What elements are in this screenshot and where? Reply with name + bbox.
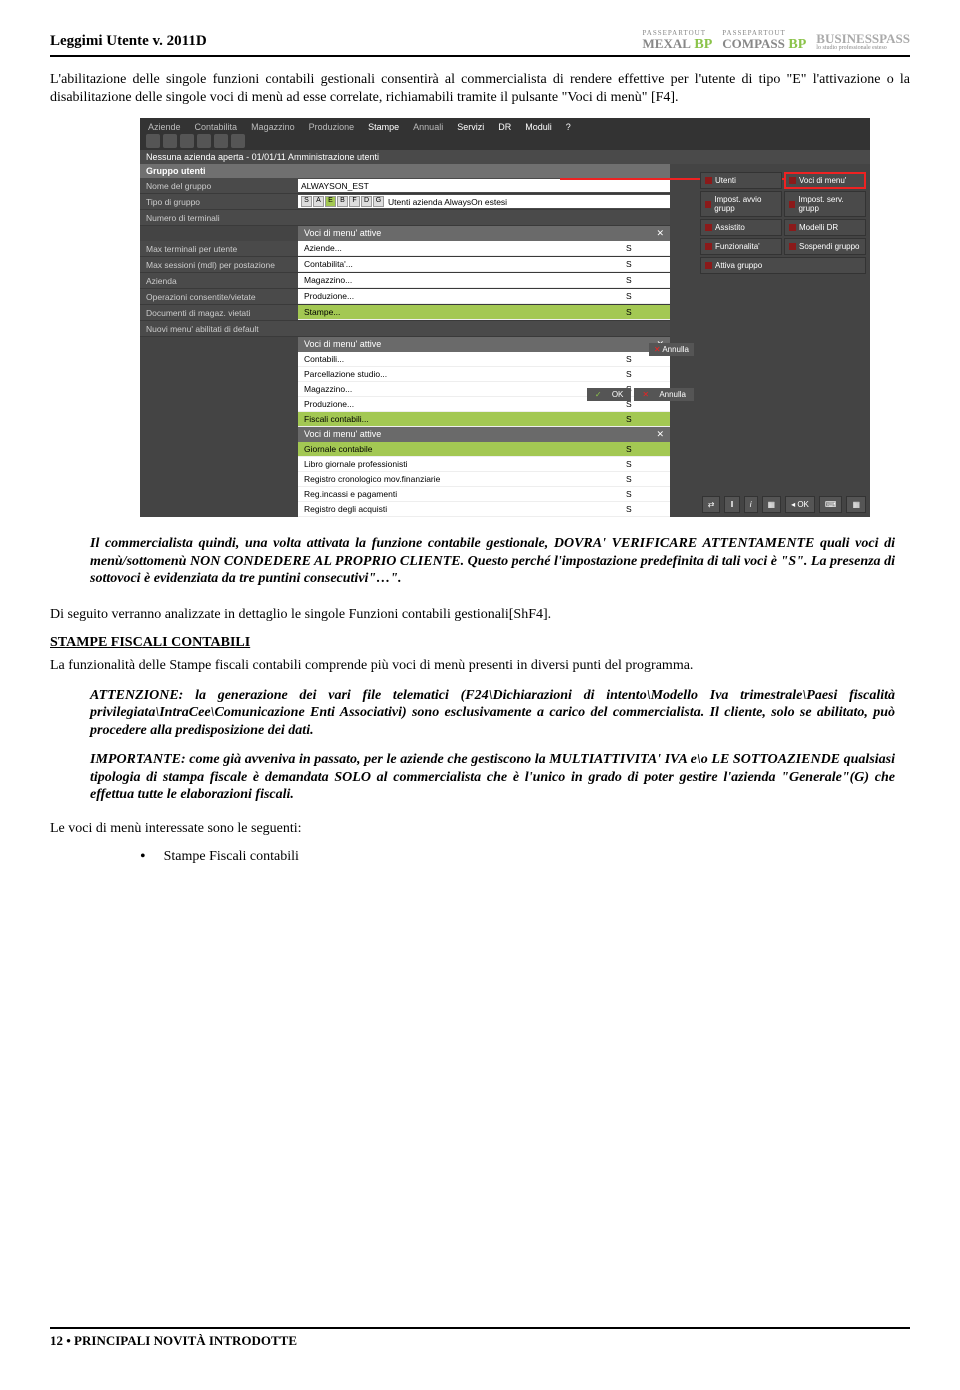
- paragraph-attenzione: ATTENZIONE: la generazione dei vari file…: [90, 687, 895, 740]
- section-title: STAMPE FISCALI CONTABILI: [50, 635, 910, 651]
- field-label: Nome del gruppo: [140, 181, 298, 191]
- ok-button[interactable]: ◂ OK: [785, 496, 815, 513]
- paragraph-list-intro: Le voci di menù interessate sono le segu…: [50, 820, 910, 838]
- field-row: Nuovi menu' abilitati di default: [140, 321, 670, 337]
- grid-icon[interactable]: ▦: [846, 496, 866, 513]
- menu-item-selected[interactable]: Giornale contabileS: [298, 442, 670, 457]
- menu-contabilita[interactable]: Contabilita: [195, 122, 238, 132]
- menu-item[interactable]: Registro cronologico mov.finanziarieS: [298, 472, 670, 487]
- menu-stampe[interactable]: Stampe: [368, 122, 399, 132]
- side-btn-sospendi[interactable]: Sospendi gruppo: [784, 238, 866, 255]
- annulla-button[interactable]: ✕ Annulla: [649, 343, 694, 356]
- status-bar: Nessuna azienda aperta - 01/01/11 Ammini…: [140, 150, 870, 164]
- side-btn-assistito[interactable]: Assistito: [700, 219, 782, 236]
- field-row: Max terminali per utente Aziende...S: [140, 241, 670, 257]
- ok-button[interactable]: ✓ OK: [587, 388, 632, 401]
- bottom-buttons: ⇄ ‖ i ▦ ◂ OK ⌨ ▦: [702, 496, 866, 513]
- field-row: Documenti di magaz. vietati Stampe...S: [140, 305, 670, 321]
- side-btn-attiva[interactable]: Attiva gruppo: [700, 257, 866, 274]
- menu-item[interactable]: Aziende...S: [298, 241, 670, 256]
- logo-compass: PASSEPARTOUT COMPASS BP: [722, 30, 806, 52]
- bullet-text: Stampe Fiscali contabili: [164, 849, 299, 865]
- menu-servizi[interactable]: Servizi: [457, 122, 484, 132]
- toolbar-icon[interactable]: [146, 134, 160, 148]
- close-icon[interactable]: ✕: [656, 429, 664, 440]
- pause-button[interactable]: ‖: [724, 496, 739, 513]
- logo-mexal: PASSEPARTOUT MEXAL BP: [643, 30, 713, 52]
- menu-aziende[interactable]: Aziende: [148, 122, 181, 132]
- menu-dr[interactable]: DR: [498, 122, 511, 132]
- app-window: Aziende Contabilita Magazzino Produzione…: [140, 118, 870, 517]
- logo-businesspass: BUSINESSPASS lo studio professionale est…: [816, 32, 910, 51]
- paragraph-intro: L'abilitazione delle singole funzioni co…: [50, 71, 910, 106]
- type-letters: S A E B F D G: [301, 196, 384, 207]
- nav-button[interactable]: ⇄: [702, 496, 721, 513]
- bullet-icon: •: [140, 849, 146, 865]
- field-row: Operazioni consentite/vietate Produzione…: [140, 289, 670, 305]
- field-value[interactable]: S A E B F D G Utenti azienda AlwaysOn es…: [298, 195, 670, 208]
- toolbar-icon[interactable]: [214, 134, 228, 148]
- header-title: Leggimi Utente v. 2011D: [50, 33, 207, 50]
- menu-moduli[interactable]: Moduli: [525, 122, 552, 132]
- submenu-header: Voci di menu' attive✕: [298, 337, 670, 352]
- field-value[interactable]: ALWAYSON_EST: [298, 179, 670, 192]
- toolbar-icon[interactable]: [180, 134, 194, 148]
- menu-magazzino[interactable]: Magazzino: [251, 122, 295, 132]
- field-row: Nome del gruppo ALWAYSON_EST: [140, 178, 670, 194]
- bullet-item: • Stampe Fiscali contabili: [140, 849, 910, 865]
- menu-item[interactable]: Parcellazione studio...S: [298, 367, 670, 382]
- side-btn-serv[interactable]: Impost. serv. grupp: [784, 191, 866, 217]
- side-btn-modelli[interactable]: Modelli DR: [784, 219, 866, 236]
- menu-item-selected[interactable]: Stampe...S: [298, 305, 670, 320]
- menubar[interactable]: Aziende Contabilita Magazzino Produzione…: [140, 118, 870, 134]
- menu-produzione[interactable]: Produzione: [309, 122, 355, 132]
- toolbar-icon[interactable]: [163, 134, 177, 148]
- paragraph-intro2: Di seguito verranno analizzate in dettag…: [50, 606, 910, 624]
- menu-item[interactable]: Contabili...S: [298, 352, 670, 367]
- sidebar: Utenti Voci di menu' Impost. avvio grupp…: [700, 172, 866, 274]
- menu-item[interactable]: Produzione...S: [298, 289, 670, 304]
- menu-help[interactable]: ?: [566, 122, 571, 132]
- field-label: Tipo di gruppo: [140, 197, 298, 207]
- grid-button[interactable]: ▦: [762, 496, 782, 513]
- toolbar-icon[interactable]: [231, 134, 245, 148]
- cancel-button[interactable]: ✕ Annulla: [634, 388, 694, 401]
- info-button[interactable]: i: [744, 496, 758, 513]
- panel-header: Gruppo utenti: [140, 164, 670, 178]
- menu-item-selected[interactable]: Fiscali contabili...S: [298, 412, 670, 427]
- screenshot: Aziende Contabilita Magazzino Produzione…: [140, 118, 910, 517]
- side-btn-utenti[interactable]: Utenti: [700, 172, 782, 189]
- side-btn-avvio[interactable]: Impost. avvio grupp: [700, 191, 782, 217]
- toolbar: [140, 134, 870, 150]
- page-footer: 12 • PRINCIPALI NOVITÀ INTRODOTTE: [50, 1327, 910, 1350]
- field-row: Azienda Magazzino...S: [140, 273, 670, 289]
- side-btn-voci-menu[interactable]: Voci di menu': [784, 172, 866, 189]
- paragraph-body: La funzionalità delle Stampe fiscali con…: [50, 657, 910, 675]
- submenu-header: Voci di menu' attive✕: [298, 427, 670, 442]
- toolbar-icon[interactable]: [197, 134, 211, 148]
- left-column: Gruppo utenti Nome del gruppo ALWAYSON_E…: [140, 164, 670, 517]
- submenu-header: Voci di menu' attive✕: [298, 226, 670, 241]
- menu-item[interactable]: Contabilita'...S: [298, 257, 670, 272]
- footer-text: 12 • PRINCIPALI NOVITÀ INTRODOTTE: [50, 1333, 297, 1348]
- logos: PASSEPARTOUT MEXAL BP PASSEPARTOUT COMPA…: [643, 30, 910, 52]
- menu-item[interactable]: Magazzino...S: [298, 273, 670, 288]
- keyboard-icon[interactable]: ⌨: [819, 496, 843, 513]
- menu-item[interactable]: Registro degli acquistiS: [298, 502, 670, 517]
- field-row: Max sessioni (mdl) per postazione Contab…: [140, 257, 670, 273]
- field-row: Numero di terminali: [140, 210, 670, 226]
- paragraph-note: Il commercialista quindi, una volta atti…: [90, 535, 895, 588]
- menu-item[interactable]: Reg.incassi e pagamentiS: [298, 487, 670, 502]
- page-header: Leggimi Utente v. 2011D PASSEPARTOUT MEX…: [50, 30, 910, 57]
- menu-annuali[interactable]: Annuali: [413, 122, 443, 132]
- paragraph-importante: IMPORTANTE: come già avveniva in passato…: [90, 751, 895, 804]
- field-row: Tipo di gruppo S A E B F D G Utenti azie…: [140, 194, 670, 210]
- menu-item[interactable]: Libro giornale professionistiS: [298, 457, 670, 472]
- close-icon[interactable]: ✕: [656, 228, 664, 239]
- side-btn-funzionalita[interactable]: Funzionalita': [700, 238, 782, 255]
- ok-cancel-buttons: ✓ OK ✕ Annulla: [587, 388, 694, 401]
